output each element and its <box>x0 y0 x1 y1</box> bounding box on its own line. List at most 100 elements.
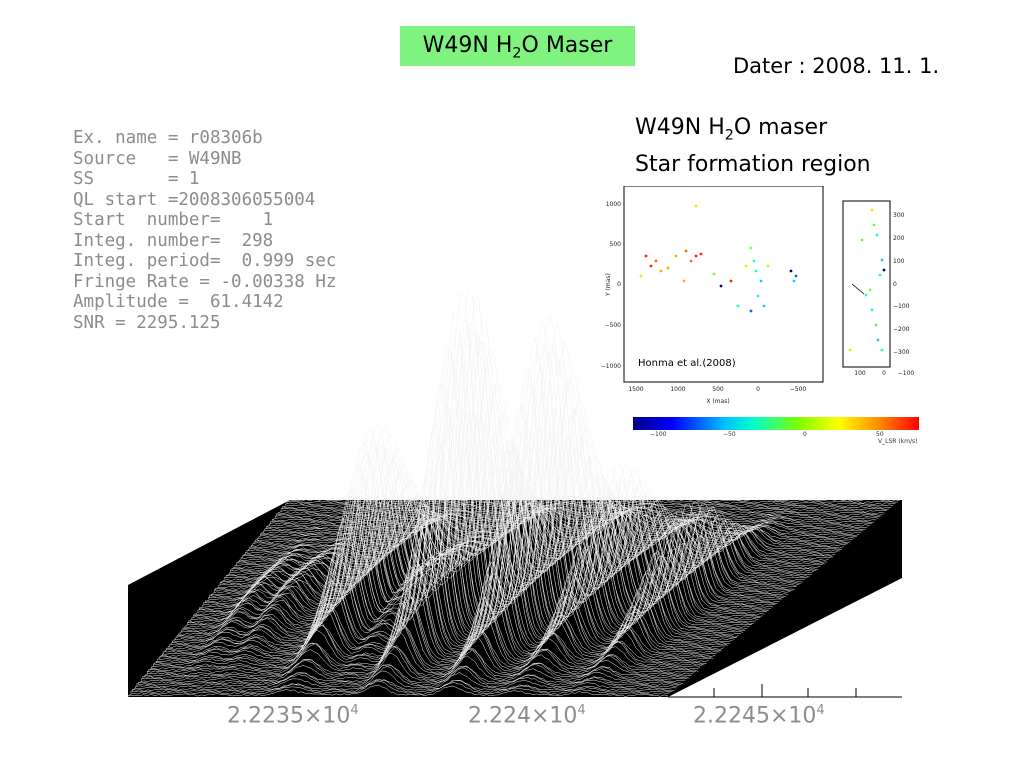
spectrum-trace <box>155 597 709 663</box>
map-point <box>689 259 693 263</box>
arrow-icon <box>851 283 865 295</box>
spectrum-trace <box>191 367 761 620</box>
spectrum-trace <box>151 601 703 669</box>
spectrum-trace <box>222 347 806 582</box>
spectrum-trace <box>133 670 677 690</box>
spectrum-trace <box>145 629 694 676</box>
spectrum-trace <box>288 496 900 502</box>
spectrum-trace <box>154 596 707 665</box>
tick-exp: 4 <box>577 703 586 718</box>
map-point <box>878 273 882 277</box>
map-point <box>872 223 876 227</box>
side-x-tick: −100 <box>898 370 915 377</box>
map-point <box>870 308 874 312</box>
spectrum-trace <box>196 406 767 614</box>
spectrum-trace <box>161 564 718 656</box>
spectral-ridges <box>127 288 903 698</box>
maser-map-zoom: 300 200 100 0 −100 −200 −300 <box>842 200 910 368</box>
spectrum-trace <box>197 343 769 613</box>
spectrum-trace <box>150 624 701 670</box>
spectrum-trace <box>194 328 765 616</box>
spectrum-trace <box>157 567 711 661</box>
info-line: Fringe Rate = -0.00338 Hz <box>73 271 337 292</box>
map-point <box>644 254 648 258</box>
spectrum-trace <box>167 526 726 649</box>
spectrum-trace <box>160 565 716 658</box>
map-y-tick: −1000 <box>601 363 621 370</box>
map-point <box>682 279 686 283</box>
spectrum-trace <box>141 645 688 681</box>
map-point <box>659 269 663 273</box>
map-x-tick: 0 <box>756 386 760 393</box>
spectrum-trace <box>138 665 684 685</box>
spectrum-trace <box>176 423 739 638</box>
spectrum-trace <box>261 507 862 535</box>
info-line: Amplitude = 61.4142 <box>73 292 284 312</box>
map-point <box>752 259 756 263</box>
spectrum-trace <box>193 311 763 618</box>
spectrum-trace <box>273 508 879 520</box>
spectrum-trace <box>142 645 690 679</box>
map-y-tick: 500 <box>610 241 622 248</box>
map-point <box>754 269 758 273</box>
map-point <box>749 246 753 250</box>
region-line1-b: O maser <box>733 115 828 140</box>
map-x-axis: 1500 1000 500 0 −500 X (mas) <box>628 386 806 405</box>
map-point <box>880 258 884 262</box>
tick-exp: 4 <box>350 703 359 718</box>
spectrum-trace <box>132 679 675 692</box>
map-y-tick: −500 <box>605 322 622 329</box>
spectrum-trace <box>203 330 778 605</box>
spectrum-trace <box>205 288 780 604</box>
map-x-label: X (mas) <box>706 398 729 405</box>
map-credit: Honma et al.(2008) <box>638 358 736 369</box>
spectrum-trace <box>218 361 800 587</box>
map-point <box>694 254 698 258</box>
side-y-tick: 300 <box>893 212 905 219</box>
map-point <box>762 304 766 308</box>
map-point <box>868 288 872 292</box>
tick-base: 2.2245×10 <box>693 703 817 729</box>
slide-title: W49N H2O Maser <box>400 26 635 66</box>
spectrum-trace <box>224 391 808 580</box>
spectrum-trace <box>199 293 772 611</box>
region-title-line1: W49N H2O maser <box>635 113 871 150</box>
spectrum-trace <box>188 350 757 623</box>
map-point <box>649 264 653 268</box>
colorbar-tick: 0 <box>803 431 807 438</box>
spectrum-trace <box>212 337 791 594</box>
side-points <box>848 208 886 352</box>
spectrum-trace <box>129 679 671 696</box>
info-line: Source = W49NB <box>73 148 242 169</box>
map-x-tick: 500 <box>712 386 724 393</box>
slide-title-sub: 2 <box>512 45 522 62</box>
side-y-tick: −200 <box>893 326 910 333</box>
region-line1-a: W49N H <box>635 115 725 140</box>
spectrum-trace <box>175 431 737 640</box>
colorbar-tick: −50 <box>723 431 736 438</box>
spectrum-trace <box>276 506 883 517</box>
slide-title-after: O Maser <box>521 33 613 58</box>
map-point <box>880 348 884 352</box>
slide-date: Dater : 2008. 11. 1. <box>733 54 940 78</box>
side-x-axis: 100 0 −100 <box>854 370 915 377</box>
map-point <box>864 293 868 297</box>
spectrum-trace <box>147 621 696 674</box>
map-y-tick: 1000 <box>606 201 621 208</box>
spectrum-trace <box>170 467 731 645</box>
slide-title-text: W49N H <box>422 33 513 58</box>
spectrum-trace <box>234 414 823 567</box>
spectrum-trace <box>153 591 705 667</box>
region-title: W49N H2O maser Star formation region <box>635 113 871 179</box>
side-y-tick: −300 <box>893 349 910 356</box>
map-point <box>684 249 688 253</box>
tick-exp: 4 <box>816 703 825 718</box>
spectrum-trace <box>158 554 714 659</box>
spectrum-tick-label: 2.2245×104 <box>693 703 825 728</box>
map-point <box>870 208 874 212</box>
spectrum-trace <box>279 504 887 513</box>
spectrum-trace <box>178 467 741 636</box>
region-line1-sub: 2 <box>724 127 734 144</box>
spectrum-trace <box>169 479 729 647</box>
